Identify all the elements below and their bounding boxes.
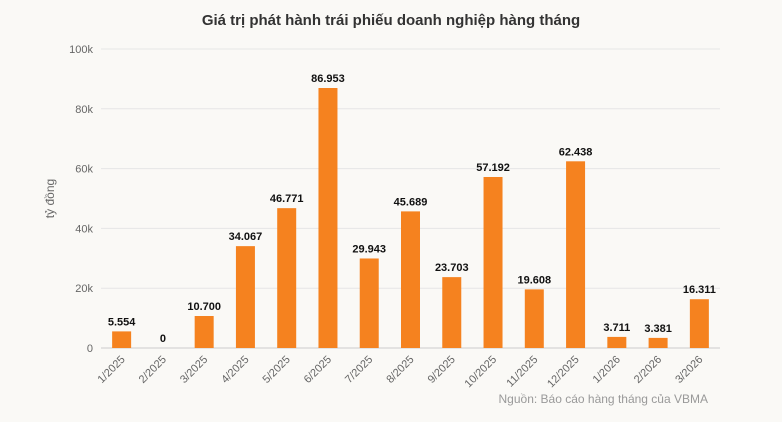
bar: [566, 161, 586, 348]
data-label: 3.381: [644, 323, 672, 335]
bar: [442, 277, 462, 348]
y-tick-label: 60k: [75, 164, 93, 176]
y-tick-label: 0: [87, 343, 93, 355]
bar: [524, 289, 544, 348]
bar: [194, 316, 214, 348]
x-tick-label: 2/2026: [632, 354, 664, 386]
data-label: 0: [160, 333, 166, 345]
data-label: 16.311: [683, 284, 716, 296]
bar: [359, 258, 379, 348]
x-tick-label: 9/2025: [426, 354, 458, 386]
x-tick-label: 11/2025: [504, 354, 540, 390]
bar: [112, 331, 132, 348]
data-label: 23.703: [435, 262, 469, 274]
data-label: 62.438: [559, 146, 593, 158]
bar: [235, 246, 255, 348]
data-label: 46.771: [270, 193, 304, 205]
bar: [483, 176, 503, 348]
data-label: 5.554: [108, 316, 136, 328]
x-tick-label: 1/2025: [95, 354, 127, 386]
y-tick-label: 40k: [75, 223, 93, 235]
y-axis-label: tỷ đồng: [43, 179, 57, 218]
data-label: 29.943: [352, 243, 386, 255]
bar: [401, 211, 420, 348]
data-label: 34.067: [229, 231, 263, 243]
x-tick-label: 6/2025: [302, 354, 334, 386]
y-tick-label: 100k: [69, 44, 93, 56]
x-tick-label: 1/2026: [591, 354, 623, 386]
x-tick-label: 7/2025: [343, 354, 375, 386]
y-tick-label: 20k: [75, 283, 93, 295]
data-label: 45.689: [394, 196, 428, 208]
bar: [318, 88, 338, 348]
data-label: 19.608: [517, 274, 551, 286]
bar: [648, 337, 668, 348]
x-tick-label: 3/2025: [178, 354, 210, 386]
x-tick-label: 5/2025: [261, 354, 293, 386]
chart-title: Giá trị phát hành trái phiếu doanh nghiệ…: [201, 12, 581, 29]
data-label: 3.711: [603, 322, 630, 334]
x-tick-label: 8/2025: [384, 354, 416, 386]
source-note: Nguồn: Báo cáo hàng tháng của VBMA: [498, 392, 708, 406]
data-label: 10.700: [187, 301, 221, 313]
x-tick-label: 12/2025: [545, 354, 582, 391]
bar: [689, 299, 709, 348]
data-label: 86.953: [311, 73, 345, 85]
x-tick-label: 4/2025: [219, 354, 251, 386]
y-tick-label: 80k: [75, 104, 93, 116]
data-label: 57.192: [476, 162, 510, 174]
x-tick-label: 3/2026: [673, 354, 705, 386]
bar: [607, 336, 627, 348]
x-tick-label: 2/2025: [137, 354, 169, 386]
x-tick-label: 10/2025: [463, 354, 500, 391]
bar: [277, 208, 297, 348]
